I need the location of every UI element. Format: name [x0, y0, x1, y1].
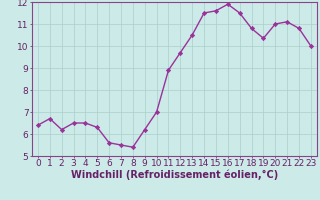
X-axis label: Windchill (Refroidissement éolien,°C): Windchill (Refroidissement éolien,°C)	[71, 170, 278, 180]
